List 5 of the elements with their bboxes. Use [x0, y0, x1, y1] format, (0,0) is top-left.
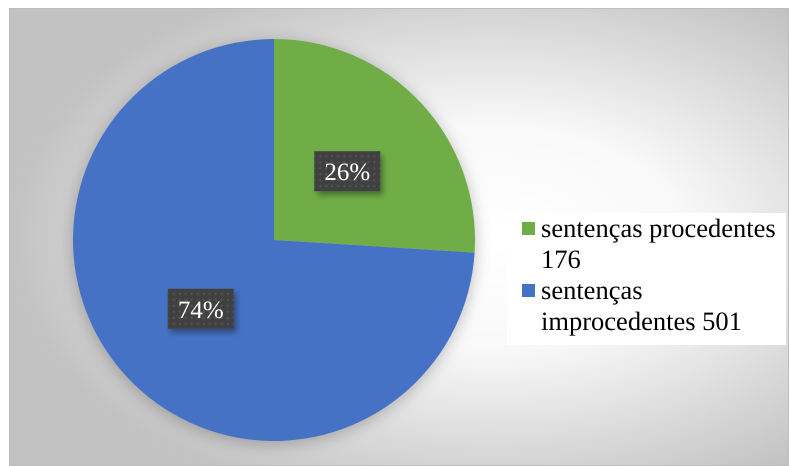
pie-slice — [73, 39, 475, 441]
legend-label: sentenças improcedentes 501 — [541, 275, 742, 336]
pie-slice — [274, 39, 475, 253]
data-label: 74% — [178, 296, 224, 324]
data-label: 26% — [324, 159, 370, 186]
